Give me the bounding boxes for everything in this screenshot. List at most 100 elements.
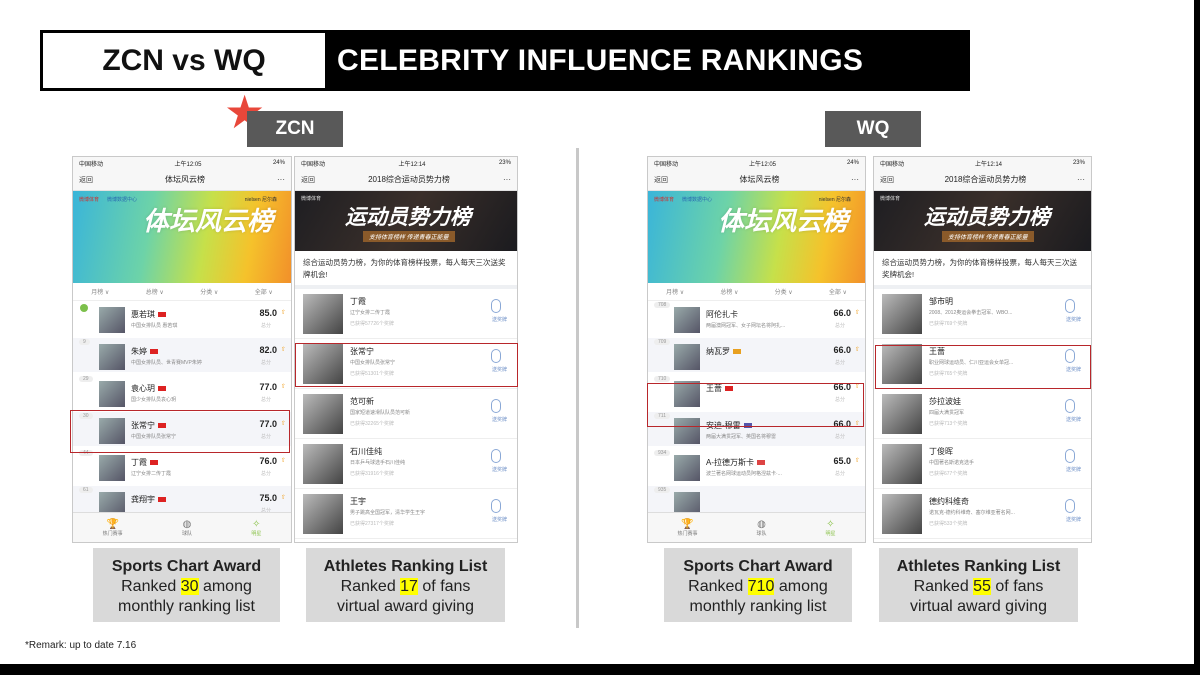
list-item[interactable]: 708 阿伦扎卡 两届澳网冠军、女子网坛名将阿扎... 66.0 ⇧ 总分 <box>648 301 865 338</box>
athlete-desc: 2008、2012奥运会拳击冠军、WBO... <box>929 310 1013 316</box>
list-item[interactable]: 邹市明 2008、2012奥运会拳击冠军、WBO... 已获得769个奖牌 送奖牌 <box>874 289 1091 339</box>
back-button[interactable]: 返回 <box>654 176 668 184</box>
rank-badge: 708 <box>654 302 671 308</box>
give-medal-button[interactable]: 送奖牌 <box>491 467 507 473</box>
list-item[interactable]: 709 纳瓦罗 66.0 ⇧ 总分 <box>648 338 865 375</box>
upvote-icon[interactable]: ⇧ <box>854 384 860 390</box>
list-item[interactable]: 44 丁霞 辽宁女排二传丁霞 76.0 ⇧ 总分 <box>73 449 291 486</box>
medal-icon[interactable] <box>491 299 501 313</box>
medal-icon[interactable] <box>1065 349 1075 363</box>
battery: 23% <box>1072 160 1085 166</box>
list-item[interactable]: 710 王蔷 66.0 ⇧ 总分 <box>648 375 865 412</box>
caption-title: Athletes Ranking List <box>896 558 1061 575</box>
list-item[interactable]: 德约科维奇 诺瓦克-德约科维奇、塞尔维亚著名网... 已获得533个奖牌 送奖牌 <box>874 489 1091 539</box>
back-button[interactable]: 返回 <box>301 176 315 184</box>
score: 77.0 <box>259 382 277 392</box>
upvote-icon[interactable]: ⇧ <box>854 421 860 427</box>
avatar <box>303 394 343 434</box>
give-medal-button[interactable]: 送奖牌 <box>491 517 507 523</box>
description: 综合运动员势力榜，为你的体育榜样投票，每人每天三次送奖牌机会! <box>874 251 1091 289</box>
medal-icon[interactable] <box>1065 449 1075 463</box>
tab-2[interactable]: ✧ 明星 <box>825 519 835 537</box>
list-item[interactable]: 张常宁 中国女排队员张常宁 已获得51301个奖牌 送奖牌 <box>295 339 517 389</box>
upvote-icon[interactable]: ⇧ <box>854 458 860 464</box>
list-item[interactable]: 935 <box>648 486 865 512</box>
battery: 24% <box>846 160 859 166</box>
rank-badge: 30 <box>79 413 93 419</box>
banner: 微博体育 运动员势力榜 支持体育榜样 传递青春正能量 <box>874 191 1091 251</box>
list-item[interactable]: 莎拉波娃 四届大满贯冠军 已获得713个奖牌 送奖牌 <box>874 389 1091 439</box>
more-button[interactable]: ··· <box>502 175 511 184</box>
list-item[interactable]: 丁俊晖 中国著名斯诺克选手 已获得677个奖牌 送奖牌 <box>874 439 1091 489</box>
back-button[interactable]: 返回 <box>880 176 894 184</box>
score-label: 总分 <box>260 508 271 512</box>
upvote-icon[interactable]: ⇧ <box>854 310 860 316</box>
list-item[interactable]: 惠若琪 中国女排队员 惠若琪 85.0 ⇧ 总分 <box>73 301 291 338</box>
tab-0[interactable]: 🏆 热门赛事 <box>103 519 123 537</box>
upvote-icon[interactable]: ⇧ <box>280 347 286 353</box>
list-item[interactable]: 石川佳纯 日本乒乓球选手石川佳纯 已获得31916个奖牌 送奖牌 <box>295 439 517 489</box>
more-button[interactable]: ··· <box>1076 175 1085 184</box>
back-button[interactable]: 返回 <box>79 176 93 184</box>
list-item[interactable]: 29 袁心玥 国少女排队员袁心玥 77.0 ⇧ 总分 <box>73 375 291 412</box>
list-item[interactable]: 范可新 国家短道速滑队队员范可新 已获得32265个奖牌 送奖牌 <box>295 389 517 439</box>
medal-icon[interactable] <box>491 449 501 463</box>
medal-icon[interactable] <box>491 349 501 363</box>
upvote-icon[interactable]: ⇧ <box>854 347 860 353</box>
tab-1[interactable]: ◍ 球队 <box>756 519 766 537</box>
avatar <box>674 492 700 512</box>
filter-dropdown[interactable]: 月榜 ∨ <box>91 290 110 296</box>
medal-icon[interactable] <box>491 499 501 513</box>
tab-1[interactable]: ◍ 球队 <box>182 519 192 537</box>
filter-dropdown[interactable]: 全部 ∨ <box>828 290 847 296</box>
name-text: 袁心玥 <box>131 384 155 393</box>
filter-dropdown[interactable]: 月榜 ∨ <box>666 290 685 296</box>
give-medal-button[interactable]: 送奖牌 <box>1065 467 1081 473</box>
list-item[interactable]: 9 朱婷 中国女排队员、世青赛MVP朱婷 82.0 ⇧ 总分 <box>73 338 291 375</box>
give-medal-button[interactable]: 送奖牌 <box>1065 317 1081 323</box>
medal-icon[interactable] <box>1065 499 1075 513</box>
give-medal-button[interactable]: 送奖牌 <box>1065 417 1081 423</box>
caption-text: among <box>774 578 828 595</box>
list-item[interactable]: 丁霞 辽宁女排二传丁霞 已获得57726个奖牌 送奖牌 <box>295 289 517 339</box>
name-text: 丁霞 <box>131 458 147 467</box>
filter-dropdown[interactable]: 分类 ∨ <box>200 290 219 296</box>
give-medal-button[interactable]: 送奖牌 <box>1065 517 1081 523</box>
list-item[interactable]: 王蔷 职业网球运动员、仁川亚运会女单冠... 已获得765个奖牌 送奖牌 <box>874 339 1091 389</box>
filter-dropdown[interactable]: 分类 ∨ <box>774 290 793 296</box>
upvote-icon[interactable]: ⇧ <box>280 421 286 427</box>
banner: 微博体育 微博数据中心 nielsen 尼尔森 体坛风云榜 <box>648 191 865 283</box>
medal-icon[interactable] <box>491 399 501 413</box>
list-item[interactable]: 711 安迪-穆雷 两届大满贯冠军、英国名将穆雷 66.0 ⇧ 总分 <box>648 412 865 449</box>
give-medal-button[interactable]: 送奖牌 <box>1065 367 1081 373</box>
athlete-desc: 两届澳网冠军、女子网坛名将阿扎... <box>706 323 786 329</box>
more-button[interactable]: ··· <box>277 175 285 184</box>
tab-0[interactable]: 🏆 热门赛事 <box>677 519 697 537</box>
filter-dropdown[interactable]: 总榜 ∨ <box>720 290 739 296</box>
give-medal-button[interactable]: 送奖牌 <box>491 417 507 423</box>
nav-title: 2018综合运动员势力榜 <box>944 175 1027 184</box>
list-item[interactable]: 934 A-拉德万斯卡 波兰著名网球运动员阿格涅兹卡·... 65.0 ⇧ 总分 <box>648 449 865 486</box>
athlete-desc: 中国著名斯诺克选手 <box>929 460 975 466</box>
give-medal-button[interactable]: 送奖牌 <box>491 317 507 323</box>
name-text: 王蔷 <box>706 384 722 393</box>
more-button[interactable]: ··· <box>851 175 859 184</box>
list-item[interactable]: 王宇 男子跳高全国冠军，清华学生王宇 已获得27317个奖牌 送奖牌 <box>295 489 517 539</box>
athlete-desc: 波兰著名网球运动员阿格涅兹卡·... <box>706 471 782 477</box>
caption-rank-line: Ranked 55 of fans <box>879 577 1078 597</box>
upvote-icon[interactable]: ⇧ <box>280 310 286 316</box>
avatar <box>303 494 343 534</box>
list-item[interactable]: 30 张常宁 中国女排队员张常宁 77.0 ⇧ 总分 <box>73 412 291 449</box>
medal-icon[interactable] <box>1065 299 1075 313</box>
medal-icon <box>80 304 88 312</box>
medal-icon[interactable] <box>1065 399 1075 413</box>
tab-2[interactable]: ✧ 明星 <box>251 519 261 537</box>
filter-dropdown[interactable]: 总榜 ∨ <box>145 290 164 296</box>
list-item[interactable]: 61 龚翔宇 75.0 ⇧ 总分 <box>73 486 291 512</box>
score: 66.0 <box>833 308 851 318</box>
upvote-icon[interactable]: ⇧ <box>280 384 286 390</box>
upvote-icon[interactable]: ⇧ <box>280 495 286 501</box>
upvote-icon[interactable]: ⇧ <box>280 458 286 464</box>
give-medal-button[interactable]: 送奖牌 <box>491 367 507 373</box>
filter-dropdown[interactable]: 全部 ∨ <box>254 290 273 296</box>
